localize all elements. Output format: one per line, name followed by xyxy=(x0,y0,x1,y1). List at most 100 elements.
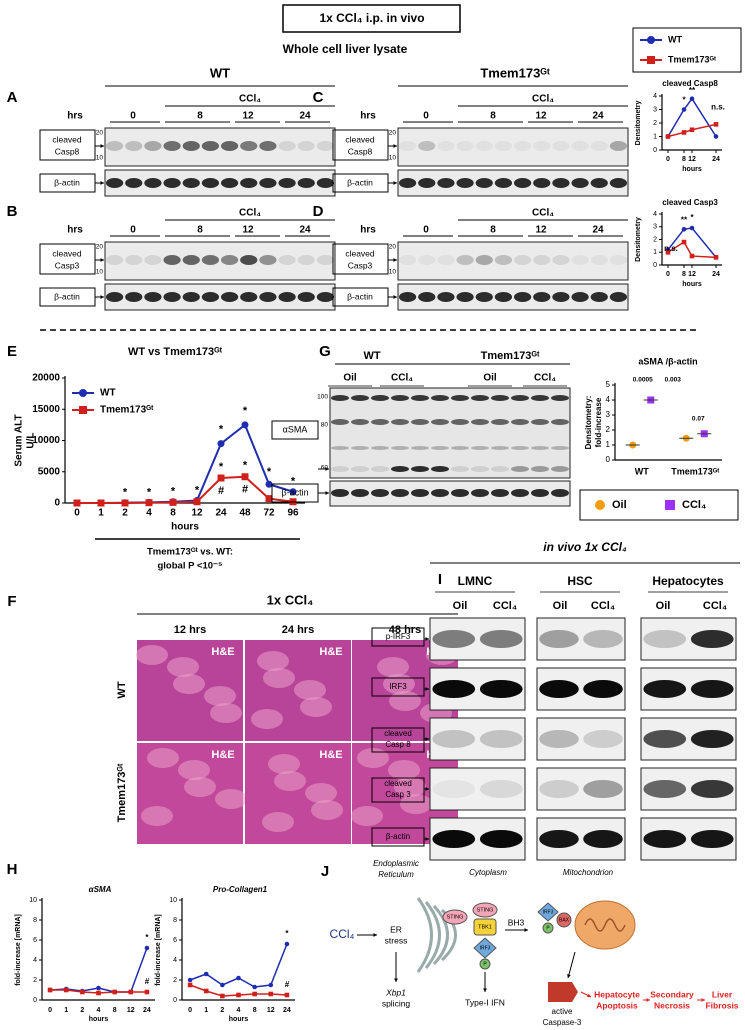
y-tick-label: 4 xyxy=(653,93,657,100)
band xyxy=(297,178,315,188)
blot xyxy=(429,767,526,811)
x-tick-label: 96 xyxy=(287,508,299,519)
arrow-head xyxy=(567,974,571,978)
band xyxy=(411,395,429,401)
band xyxy=(105,255,124,265)
band xyxy=(491,446,509,450)
band xyxy=(494,141,513,151)
label: Hepatocytes xyxy=(652,574,724,588)
label: Casp 3 xyxy=(385,790,411,799)
band xyxy=(551,419,569,425)
label: Tmem173ᴳᵗ vs. WT: xyxy=(147,547,233,558)
band xyxy=(163,255,181,265)
time-label: 12 xyxy=(242,111,254,122)
label: CCl₄ xyxy=(239,94,261,105)
chart-title: cleaved Casp3 xyxy=(662,198,718,207)
mw-marker: 10 xyxy=(96,155,104,162)
label: cleaved xyxy=(345,248,375,258)
label-box xyxy=(332,243,389,275)
point xyxy=(665,249,671,255)
band xyxy=(144,255,162,265)
arrow-head xyxy=(393,181,397,185)
legend-marker xyxy=(79,389,87,397)
x-tick-label: 4 xyxy=(146,508,152,519)
band xyxy=(220,141,239,151)
point xyxy=(47,987,53,993)
point xyxy=(689,225,695,231)
band xyxy=(643,780,687,798)
band xyxy=(240,178,258,188)
label-box xyxy=(371,727,425,753)
point xyxy=(681,130,687,135)
band xyxy=(398,141,417,151)
band xyxy=(431,395,449,401)
y-axis-label: fold-increase xyxy=(594,397,603,447)
band xyxy=(432,780,476,798)
band xyxy=(351,489,369,497)
band xyxy=(351,395,369,401)
band xyxy=(590,292,608,302)
time-label: 24 xyxy=(592,225,604,236)
outcome: Necrosis xyxy=(654,1000,690,1010)
point xyxy=(144,945,150,951)
label: Oil xyxy=(343,373,357,384)
x-tick-label: 24 xyxy=(283,1007,291,1014)
band xyxy=(552,255,570,265)
blot xyxy=(536,767,626,811)
x-tick-label: 2 xyxy=(220,1007,224,1014)
tissue-patch xyxy=(251,709,283,729)
band xyxy=(431,466,449,472)
y-tick-label: 10000 xyxy=(32,435,60,446)
x-tick-label: 1 xyxy=(64,1007,68,1014)
label: 1x CCl₄ xyxy=(267,592,314,607)
y-tick-label: 3 xyxy=(653,224,657,231)
x-axis-label: hours xyxy=(171,522,199,533)
mw-marker: 10 xyxy=(389,155,397,162)
y-axis-label: Densitometry xyxy=(635,101,642,146)
annotation: * xyxy=(219,461,224,473)
blot xyxy=(397,127,629,167)
point xyxy=(265,495,273,503)
legend-marker xyxy=(79,406,87,414)
panel-letter: H xyxy=(7,861,18,878)
band xyxy=(571,255,589,265)
y-tick-label: 0 xyxy=(606,455,611,464)
blot xyxy=(104,241,336,281)
point xyxy=(193,498,201,506)
point xyxy=(187,977,193,983)
tissue-patch xyxy=(311,800,343,820)
point xyxy=(713,134,719,139)
band xyxy=(513,178,532,188)
panel-letter: C xyxy=(313,89,324,106)
point xyxy=(236,975,241,981)
band xyxy=(201,255,220,265)
y-tick-label: 0 xyxy=(653,147,657,154)
label-box xyxy=(271,420,319,440)
legend xyxy=(579,489,739,521)
point xyxy=(252,984,257,990)
annotation: * xyxy=(123,487,128,499)
point xyxy=(112,989,117,995)
tissue-patch xyxy=(147,748,179,768)
band xyxy=(220,255,239,265)
y-axis-label: fold-increase [mRNA] xyxy=(15,914,22,986)
time-label: 12 xyxy=(535,111,547,122)
blot xyxy=(104,127,336,167)
legend xyxy=(632,27,742,73)
blot xyxy=(397,283,629,311)
label: IRF3 xyxy=(389,682,407,691)
label: hrs xyxy=(67,225,83,236)
label: 24 hrs xyxy=(282,624,314,636)
tissue-patch xyxy=(300,697,332,717)
annotation: # xyxy=(285,980,290,989)
band xyxy=(391,466,409,472)
arrow-head xyxy=(393,258,397,262)
label: splicing xyxy=(382,998,411,1008)
arrow-head xyxy=(425,687,429,691)
y-tick-label: 5000 xyxy=(38,466,61,477)
band xyxy=(391,395,409,401)
label: 12 hrs xyxy=(174,624,206,636)
panel-letter: E xyxy=(7,343,17,360)
label: LMNC xyxy=(458,574,493,588)
point xyxy=(220,982,225,988)
